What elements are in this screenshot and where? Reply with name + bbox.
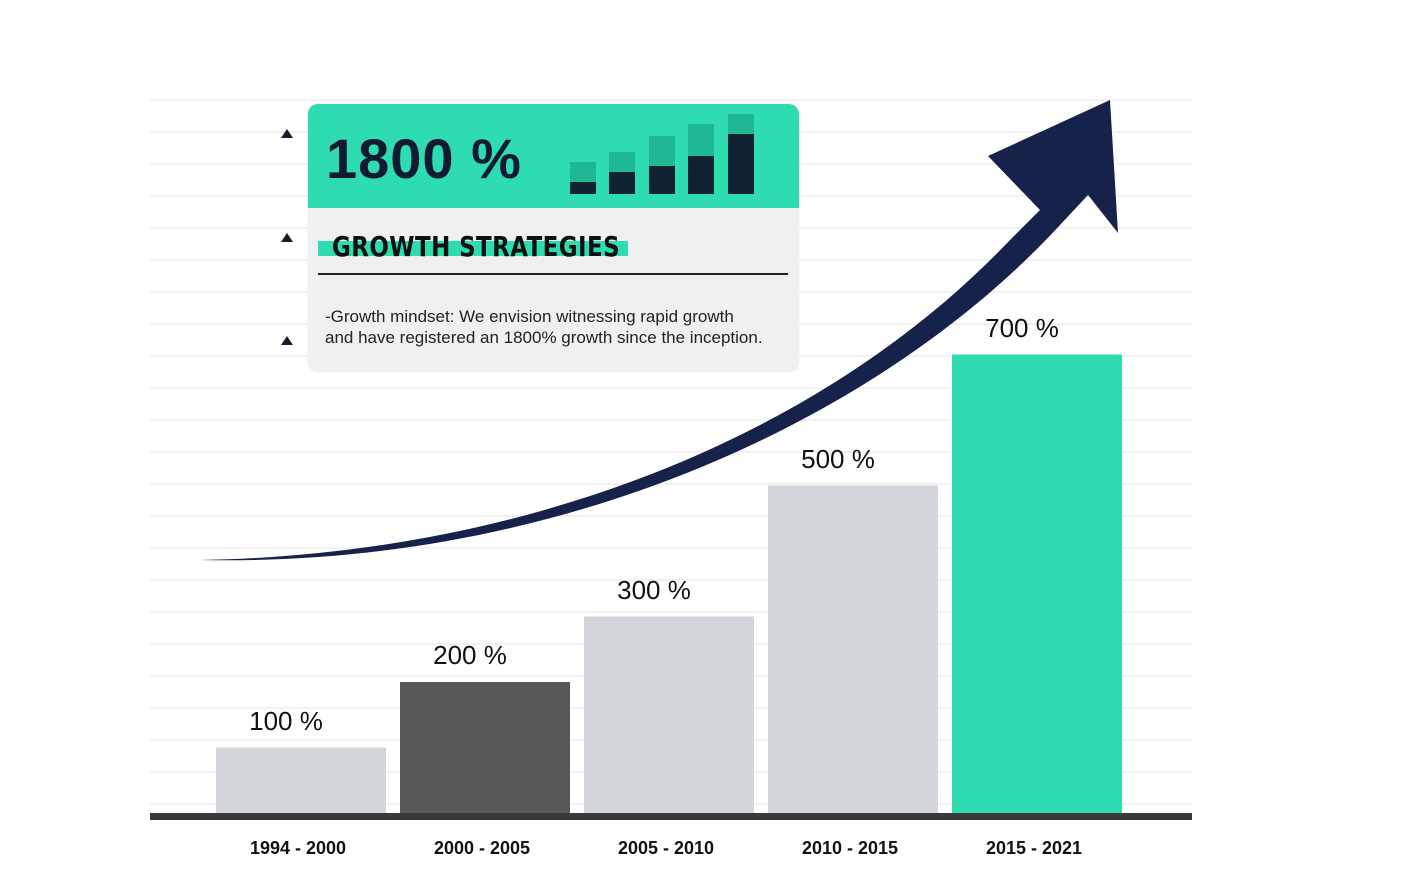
category-label: 2015 - 2021 <box>985 838 1083 858</box>
description-line: and have registered an 1800% growth sinc… <box>325 328 763 347</box>
bar-value-label: 200 % <box>433 640 507 670</box>
heading-highlight <box>318 241 628 256</box>
heading-divider <box>318 273 788 275</box>
bar-value-label: 700 % <box>985 312 1059 343</box>
baseline <box>150 813 1192 820</box>
trend-arrow-icon <box>200 100 1118 561</box>
bar <box>584 616 754 813</box>
triangle-bullet-icon <box>281 336 293 345</box>
card-heading: GROWTH STRATEGIES <box>332 230 621 263</box>
category-label: 2005 - 2010 <box>617 838 715 858</box>
bar-value-label: 500 % <box>801 443 875 474</box>
bar <box>400 682 570 813</box>
growth-card: 1800 % GROWTH STRATEGIES -Growth mindset… <box>308 104 799 372</box>
bars <box>216 354 1122 813</box>
headline-value: 1800 % <box>326 127 522 190</box>
category-label: 2010 - 2015 <box>801 838 899 858</box>
bar <box>216 747 386 813</box>
triangle-bullet-icon <box>281 233 293 242</box>
category-label: 2000 - 2005 <box>433 838 531 858</box>
bar <box>768 485 938 813</box>
card-description: -Growth mindset: We envision witnessing … <box>325 306 795 348</box>
card-header: 1800 % <box>308 104 799 208</box>
bar-value-label: 100 % <box>249 705 323 736</box>
description-line: -Growth mindset: We envision witnessing … <box>325 307 734 326</box>
bar <box>952 354 1122 813</box>
category-label: 1994 - 2000 <box>249 838 347 858</box>
triangle-bullet-icon <box>281 129 293 138</box>
bar-value-label: 300 % <box>617 574 691 605</box>
